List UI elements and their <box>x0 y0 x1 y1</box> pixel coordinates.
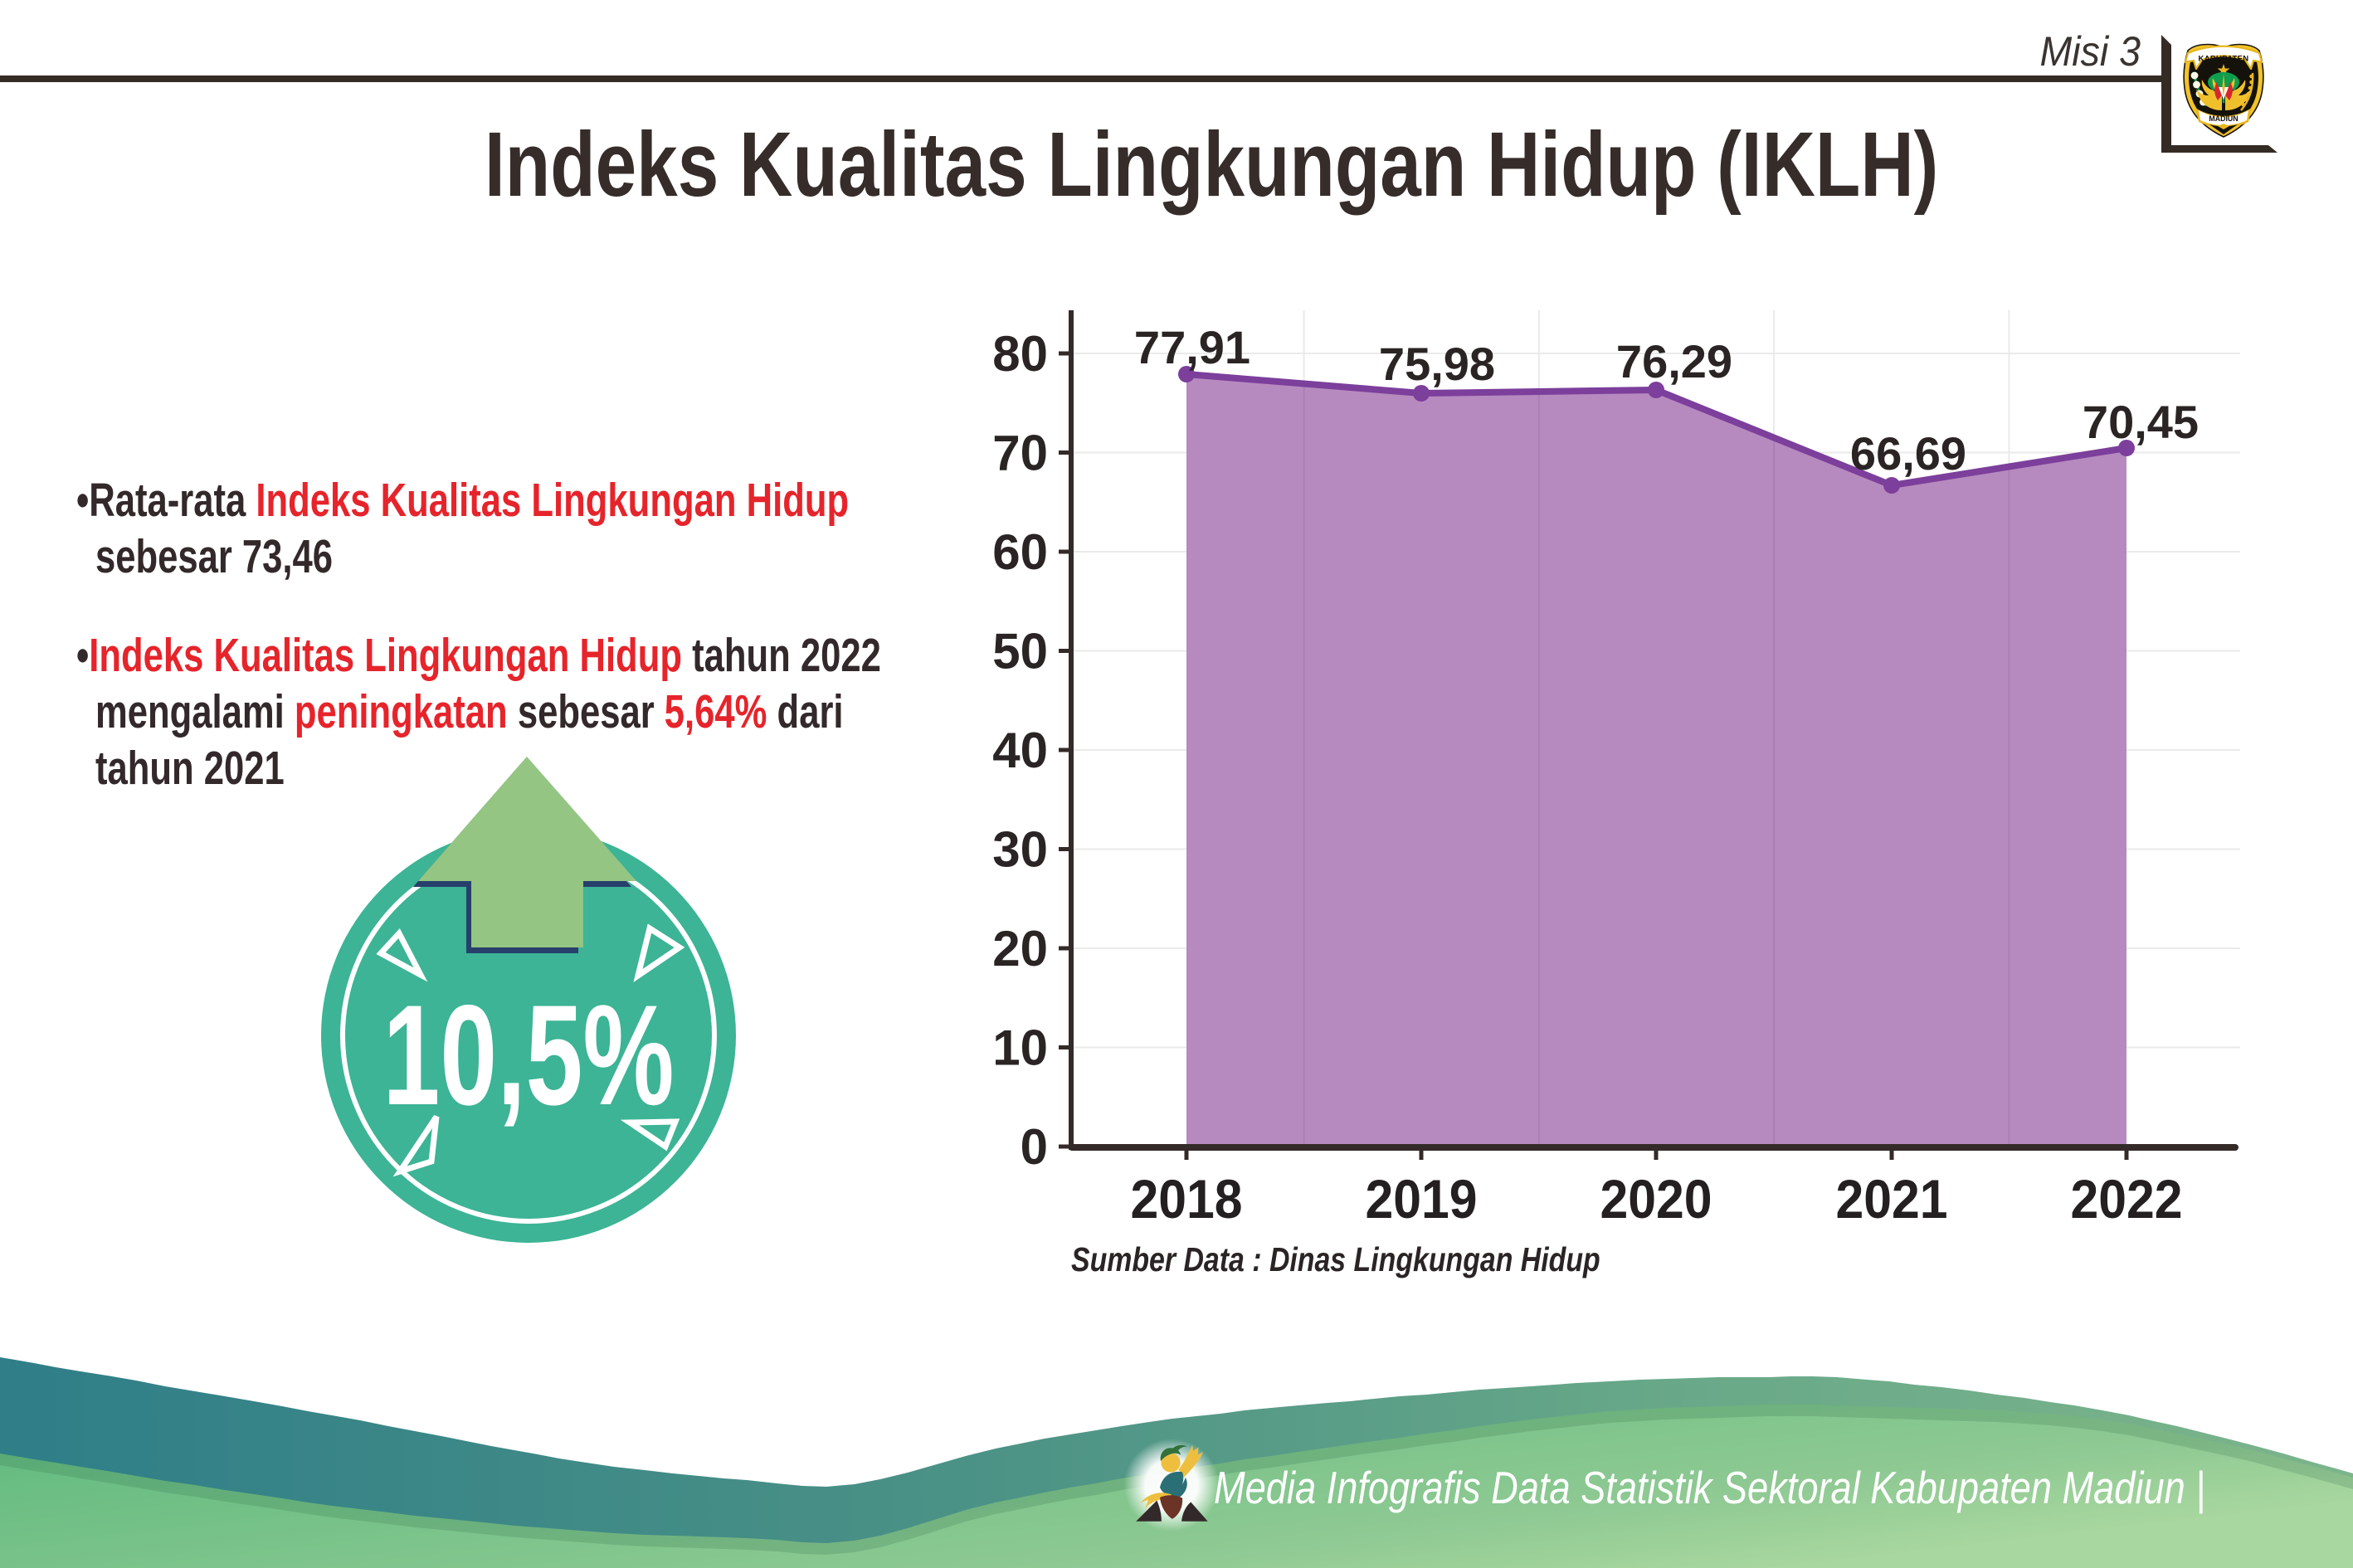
svg-text:20: 20 <box>992 921 1048 976</box>
svg-text:50: 50 <box>992 624 1048 679</box>
svg-text:75,98: 75,98 <box>1379 338 1495 390</box>
svg-text:2022: 2022 <box>2070 1170 2182 1230</box>
svg-text:2018: 2018 <box>1130 1170 1242 1230</box>
svg-text:MADIUN: MADIUN <box>2209 114 2238 123</box>
svg-text:KABUPATEN: KABUPATEN <box>2199 55 2249 64</box>
svg-text:70,45: 70,45 <box>2083 396 2199 448</box>
svg-text:2021: 2021 <box>1835 1170 1947 1230</box>
svg-text:Sumber Data : Dinas Lingkungan: Sumber Data : Dinas Lingkungan Hidup <box>1071 1240 1600 1278</box>
svg-text:2020: 2020 <box>1600 1170 1712 1230</box>
svg-text:10,5%: 10,5% <box>382 975 674 1135</box>
svg-text:Media Infografis Data Statisti: Media Infografis Data Statistik Sektoral… <box>1214 1462 2205 1514</box>
svg-text:70: 70 <box>992 426 1048 481</box>
svg-text:76,29: 76,29 <box>1616 335 1732 387</box>
svg-text:10: 10 <box>992 1020 1048 1076</box>
svg-text:0: 0 <box>1021 1119 1048 1175</box>
svg-text:80: 80 <box>992 326 1048 382</box>
svg-text:77,91: 77,91 <box>1134 321 1250 373</box>
svg-text:66,69: 66,69 <box>1850 427 1966 480</box>
svg-text:30: 30 <box>992 822 1048 878</box>
svg-text:40: 40 <box>992 723 1048 778</box>
svg-text:60: 60 <box>992 524 1048 580</box>
svg-text:2019: 2019 <box>1365 1170 1477 1230</box>
